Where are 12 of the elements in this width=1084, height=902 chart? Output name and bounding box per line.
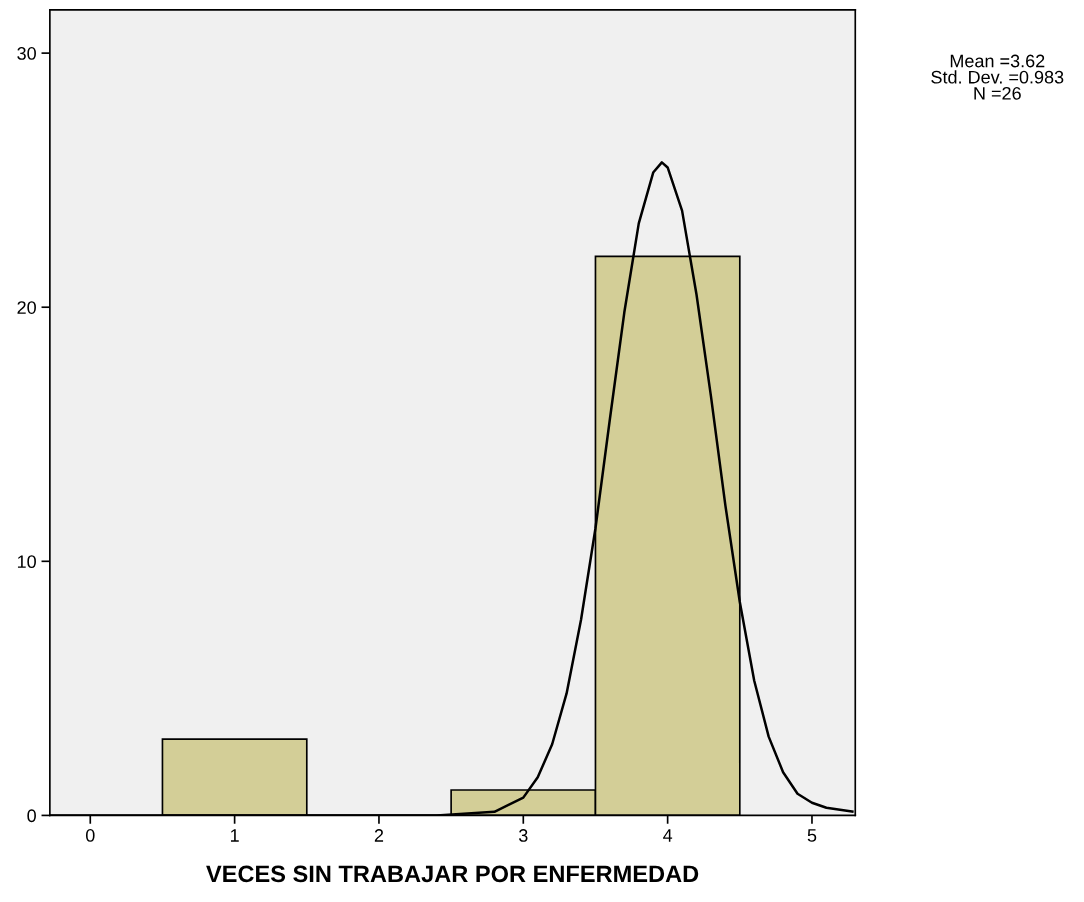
- y-tick-label: 10: [17, 555, 36, 569]
- x-tick-label: 4: [663, 829, 673, 842]
- x-tick-label: 5: [807, 829, 817, 842]
- text: Mean =3.62 Std. Dev. =0.983 N =26: [931, 54, 1064, 100]
- y-tick-label: 20: [17, 301, 36, 314]
- x-tick-label: 2: [374, 829, 384, 842]
- y-tick-label: 0: [27, 809, 36, 823]
- x-tick-label: 3: [518, 829, 528, 842]
- x-axis-title: VECES SIN TRABAJAR POR ENFERMEDAD: [206, 865, 699, 883]
- x-tick-label: 0: [85, 829, 95, 842]
- y-tick-label: 30: [17, 47, 36, 60]
- x-tick-label: 1: [230, 829, 239, 842]
